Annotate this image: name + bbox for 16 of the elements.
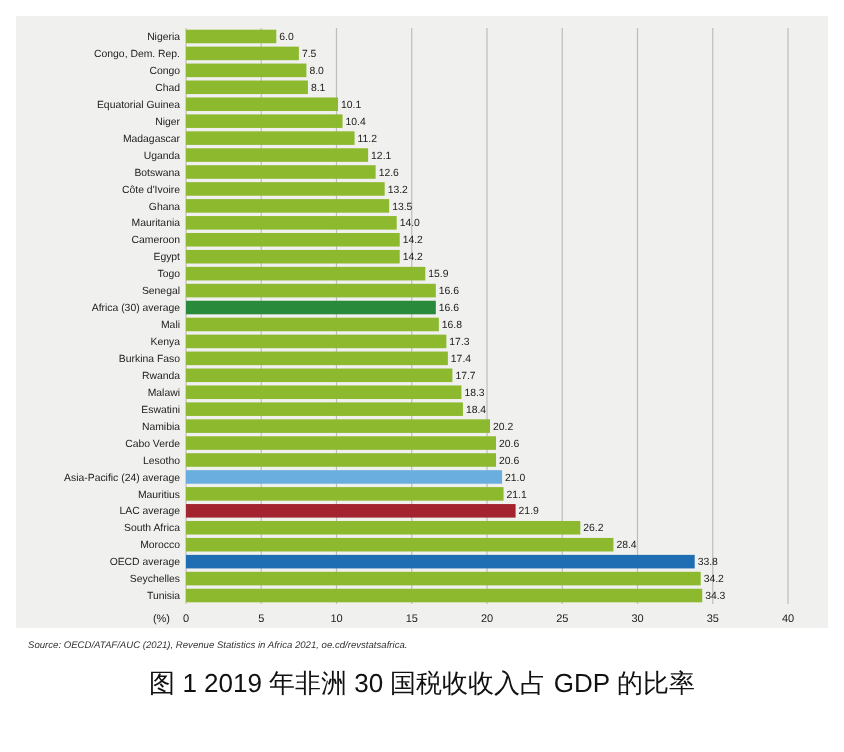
text: 图 1 2019 年非洲 30 国税收收入占 GDP 的比率 xyxy=(149,668,695,698)
bar xyxy=(186,504,516,518)
bar xyxy=(186,334,447,349)
bar xyxy=(186,29,277,44)
bar xyxy=(186,63,307,78)
bar xyxy=(186,317,439,332)
bar xyxy=(186,588,703,603)
bar xyxy=(186,554,695,569)
bar xyxy=(186,46,299,61)
bar xyxy=(186,487,504,501)
bar xyxy=(186,351,448,366)
bar xyxy=(186,571,701,586)
bar xyxy=(186,470,503,484)
bar xyxy=(186,266,426,281)
bar xyxy=(186,300,436,315)
bar xyxy=(186,283,436,298)
